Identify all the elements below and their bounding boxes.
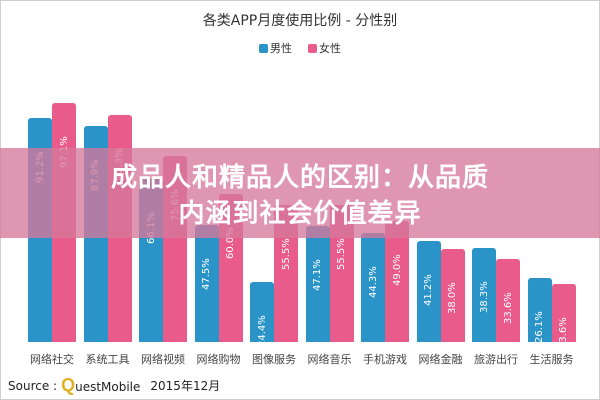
- source-date: 2015年12月: [150, 379, 221, 393]
- legend-item-female: 女性: [308, 40, 341, 56]
- logo-q-icon: Q: [61, 375, 76, 395]
- source-label: Source :: [8, 378, 58, 393]
- chart-title: 各类APP月度使用比例 - 分性别: [202, 13, 398, 29]
- bar-value-label: 26.1%: [534, 311, 545, 343]
- logo-text: uestMobile: [75, 380, 141, 394]
- bar-value-label: 41.2%: [423, 273, 434, 306]
- title-overlay-band: [0, 148, 600, 238]
- bar-male: 47.5%: [194, 225, 219, 342]
- bar-value-label: 33.6%: [502, 292, 514, 325]
- legend-item-male: 男性: [259, 40, 292, 56]
- bar-value-label: 44.3%: [367, 266, 379, 299]
- bar-value-label: 24.4%: [256, 315, 268, 347]
- category-label: 网络音乐: [307, 353, 352, 366]
- bar-value-label: 38.3%: [478, 281, 490, 313]
- legend-swatch-female: [308, 43, 317, 53]
- overlay-headline: 成品人和精品人的区别：从品质 内涵到社会价值差异: [0, 160, 600, 232]
- category-label: 生活服务: [529, 353, 574, 366]
- questmobile-logo: QuestMobile: [61, 375, 140, 396]
- category-label: 网络金融: [418, 353, 463, 366]
- bar-value-label: 47.1%: [312, 259, 323, 292]
- bar-male: 41.2%: [416, 240, 441, 342]
- bar-male: 24.4%: [250, 281, 274, 347]
- bar-male: 44.3%: [361, 233, 385, 342]
- legend-swatch-male: [259, 43, 268, 53]
- legend-label-female: 女性: [319, 42, 341, 55]
- category-label: 系统工具: [85, 353, 130, 366]
- legend-label-male: 男性: [270, 42, 292, 55]
- overlay-headline-line1: 成品人和精品人的区别：从品质: [110, 163, 489, 193]
- bar-male: 47.1%: [305, 226, 330, 342]
- overlay-headline-line2: 内涵到社会价值差异: [178, 199, 422, 229]
- category-label: 网络视频: [141, 353, 185, 366]
- bar-female: 38.0%: [440, 248, 465, 342]
- source-note: Source : QuestMobile 2015年12月: [8, 375, 220, 396]
- legend: 男性 女性: [0, 40, 600, 56]
- bar-female: 49.0%: [385, 221, 409, 342]
- category-label: 图像服务: [252, 353, 296, 366]
- category-label: 手机游戏: [363, 353, 407, 366]
- category-label: 网络社交: [30, 353, 74, 366]
- bar-value-label: 47.5%: [201, 258, 212, 291]
- category-label: 网络购物: [196, 353, 241, 366]
- bar-female: 33.6%: [496, 259, 520, 342]
- bar-value-label: 38.0%: [447, 281, 458, 314]
- bar-value-label: 23.6%: [558, 317, 569, 349]
- bar-male: 38.3%: [472, 247, 496, 342]
- category-label: 旅游出行: [474, 353, 518, 366]
- bar-female: 23.6%: [551, 283, 576, 349]
- bar-male: 26.1%: [527, 277, 552, 343]
